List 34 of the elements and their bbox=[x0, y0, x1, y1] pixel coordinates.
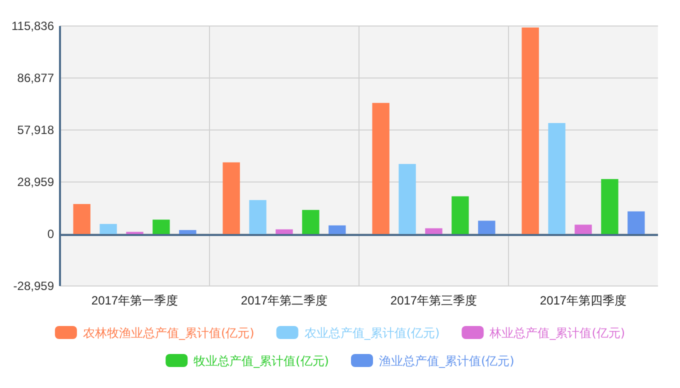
bar bbox=[276, 229, 293, 234]
bar bbox=[372, 102, 390, 234]
bar bbox=[628, 211, 645, 234]
y-tick-label: 115,836 bbox=[12, 18, 54, 33]
bar bbox=[522, 28, 539, 234]
bar bbox=[425, 228, 442, 234]
bar bbox=[548, 123, 566, 234]
bar bbox=[100, 224, 117, 234]
bar bbox=[152, 220, 170, 234]
y-tick-label: 0 bbox=[47, 226, 54, 241]
x-tick-label: 2017年第一季度 bbox=[91, 294, 178, 308]
bar bbox=[601, 179, 618, 234]
y-tick-label: 86,877 bbox=[17, 70, 54, 85]
legend-label: 渔业总产值_累计值(亿元) bbox=[379, 354, 514, 368]
x-tick-label: 2017年第二季度 bbox=[240, 294, 328, 308]
y-tick-label: 57,918 bbox=[17, 122, 54, 137]
bar bbox=[249, 200, 266, 234]
bar bbox=[328, 225, 346, 234]
bar bbox=[179, 230, 196, 234]
x-tick-label: 2017年第三季度 bbox=[390, 294, 478, 308]
y-tick-label: 28,959 bbox=[17, 174, 54, 189]
x-tick-label: 2017年第四季度 bbox=[540, 294, 627, 308]
bar bbox=[574, 224, 592, 234]
y-tick-label: -28,959 bbox=[13, 278, 54, 293]
bar bbox=[398, 164, 416, 234]
legend-label: 农林牧渔业总产值_累计值(亿元) bbox=[82, 326, 254, 340]
legend-label: 农业总产值_累计值(亿元) bbox=[304, 326, 440, 340]
bar bbox=[73, 204, 90, 234]
bar bbox=[452, 196, 469, 234]
bar bbox=[478, 220, 496, 234]
bar bbox=[302, 210, 320, 234]
bar bbox=[222, 162, 240, 234]
legend-label: 林业总产值_累计值(亿元) bbox=[488, 326, 626, 340]
legend-label: 牧业总产值_累计值(亿元) bbox=[194, 354, 329, 368]
